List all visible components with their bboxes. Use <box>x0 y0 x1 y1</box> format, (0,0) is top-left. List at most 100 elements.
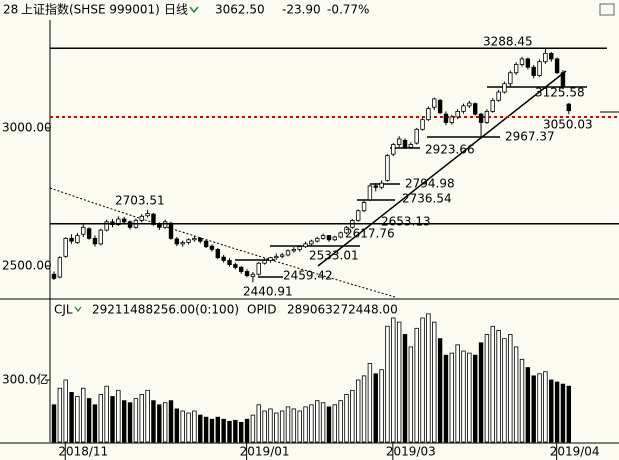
price-label: 2617.76 <box>345 227 395 241</box>
header-change: -23.90 <box>282 3 321 17</box>
y-tick-label: 300.0亿 <box>2 371 48 386</box>
volume-bar <box>490 325 495 443</box>
header-period[interactable]: 日线 <box>164 3 188 17</box>
y-tick-label: 3000.00 <box>2 120 52 134</box>
volume-bar <box>344 394 349 443</box>
candle-body <box>86 228 92 239</box>
candle-body <box>51 273 57 279</box>
volume-bar <box>525 367 531 443</box>
volume-bar <box>437 338 443 443</box>
candle-body <box>338 232 343 238</box>
header-index: 28 <box>3 3 18 17</box>
candle-body <box>139 215 144 221</box>
dotted-curve <box>49 187 396 298</box>
candle-body <box>297 246 302 250</box>
volume-bar <box>262 410 267 443</box>
volume-bar <box>186 412 191 443</box>
candle-body <box>250 273 256 277</box>
volume-bar <box>98 394 103 443</box>
candle-body <box>531 66 536 76</box>
candle-body <box>426 108 431 121</box>
volume-bar <box>63 379 68 443</box>
volume-bar <box>496 329 501 443</box>
volume-bar <box>315 400 320 443</box>
candle-body <box>566 103 571 112</box>
period-dropdown[interactable] <box>189 6 199 14</box>
candle-body <box>379 182 384 188</box>
candle-body <box>92 237 98 245</box>
volume-bar <box>69 391 74 443</box>
volume-bar <box>238 421 244 443</box>
volume-readout: 29211488256.00(0:100) <box>92 303 239 317</box>
volume-bar <box>455 344 460 443</box>
volume-bar <box>297 410 302 443</box>
volume-bar <box>227 420 232 443</box>
volume-bar <box>145 389 150 443</box>
candle-body <box>221 256 226 261</box>
candle-body <box>192 237 197 241</box>
volume-bar <box>268 408 273 443</box>
x-tick-label: 2018/11 <box>58 445 108 459</box>
price-label: 3050.03 <box>543 118 593 132</box>
volume-bar <box>408 346 414 443</box>
volume-bar <box>513 346 519 443</box>
candle-body <box>332 236 337 241</box>
candle-body <box>262 260 267 264</box>
volume-dropdown[interactable] <box>74 306 82 313</box>
volume-bar <box>355 379 361 443</box>
volume-bar <box>320 402 326 443</box>
candle-body <box>186 239 191 243</box>
candle-body <box>367 185 373 201</box>
candle-body <box>472 103 478 115</box>
price-label: 2653.13 <box>381 215 431 229</box>
settings-icon[interactable] <box>599 3 615 16</box>
candle-body <box>455 110 460 118</box>
volume-bar <box>537 373 542 443</box>
candle-body <box>391 144 396 155</box>
volume-bar <box>432 321 437 443</box>
price-label: 2703.51 <box>115 194 165 208</box>
volume-bar <box>309 404 314 443</box>
candle-body <box>309 240 314 245</box>
candle-body <box>63 237 68 257</box>
volume-bar <box>508 334 513 443</box>
candle-body <box>291 249 297 252</box>
candle-body <box>478 113 484 123</box>
volume-bar <box>92 404 98 443</box>
candle-body <box>315 237 320 242</box>
volume-bar <box>361 375 367 443</box>
volume-bar <box>180 410 185 443</box>
volume-bar <box>391 317 396 443</box>
volume-bar <box>291 408 297 443</box>
price-label: 2440.91 <box>243 285 293 299</box>
candle-body <box>168 222 174 239</box>
price-label: 2923.66 <box>425 143 475 157</box>
volume-bar <box>467 352 472 443</box>
volume-bar <box>57 387 63 443</box>
price-label: 2736.54 <box>402 192 452 206</box>
candle-body <box>554 58 560 74</box>
volume-bar <box>244 418 250 443</box>
volume-bar <box>250 414 256 443</box>
volume-name[interactable]: CJL <box>54 303 73 317</box>
candle-body <box>373 185 378 188</box>
candle-body <box>174 238 180 245</box>
volume-bar <box>566 385 571 443</box>
candle-body <box>238 266 244 272</box>
candle-body <box>443 113 449 123</box>
volume-bar <box>116 389 121 443</box>
volume-bar <box>472 354 478 443</box>
candle-body <box>81 226 86 235</box>
candle-body <box>122 218 127 223</box>
candle-body <box>344 226 349 234</box>
volume-bar <box>350 389 355 443</box>
volume-bar <box>279 410 285 443</box>
volume-bar <box>110 396 115 443</box>
candle-body <box>449 116 454 123</box>
volume-bar <box>549 379 554 443</box>
candle-body <box>490 99 495 112</box>
price-label: 3125.58 <box>535 86 585 100</box>
volume-bar <box>554 381 560 443</box>
volume-bar <box>285 406 291 443</box>
candle-body <box>525 58 531 68</box>
